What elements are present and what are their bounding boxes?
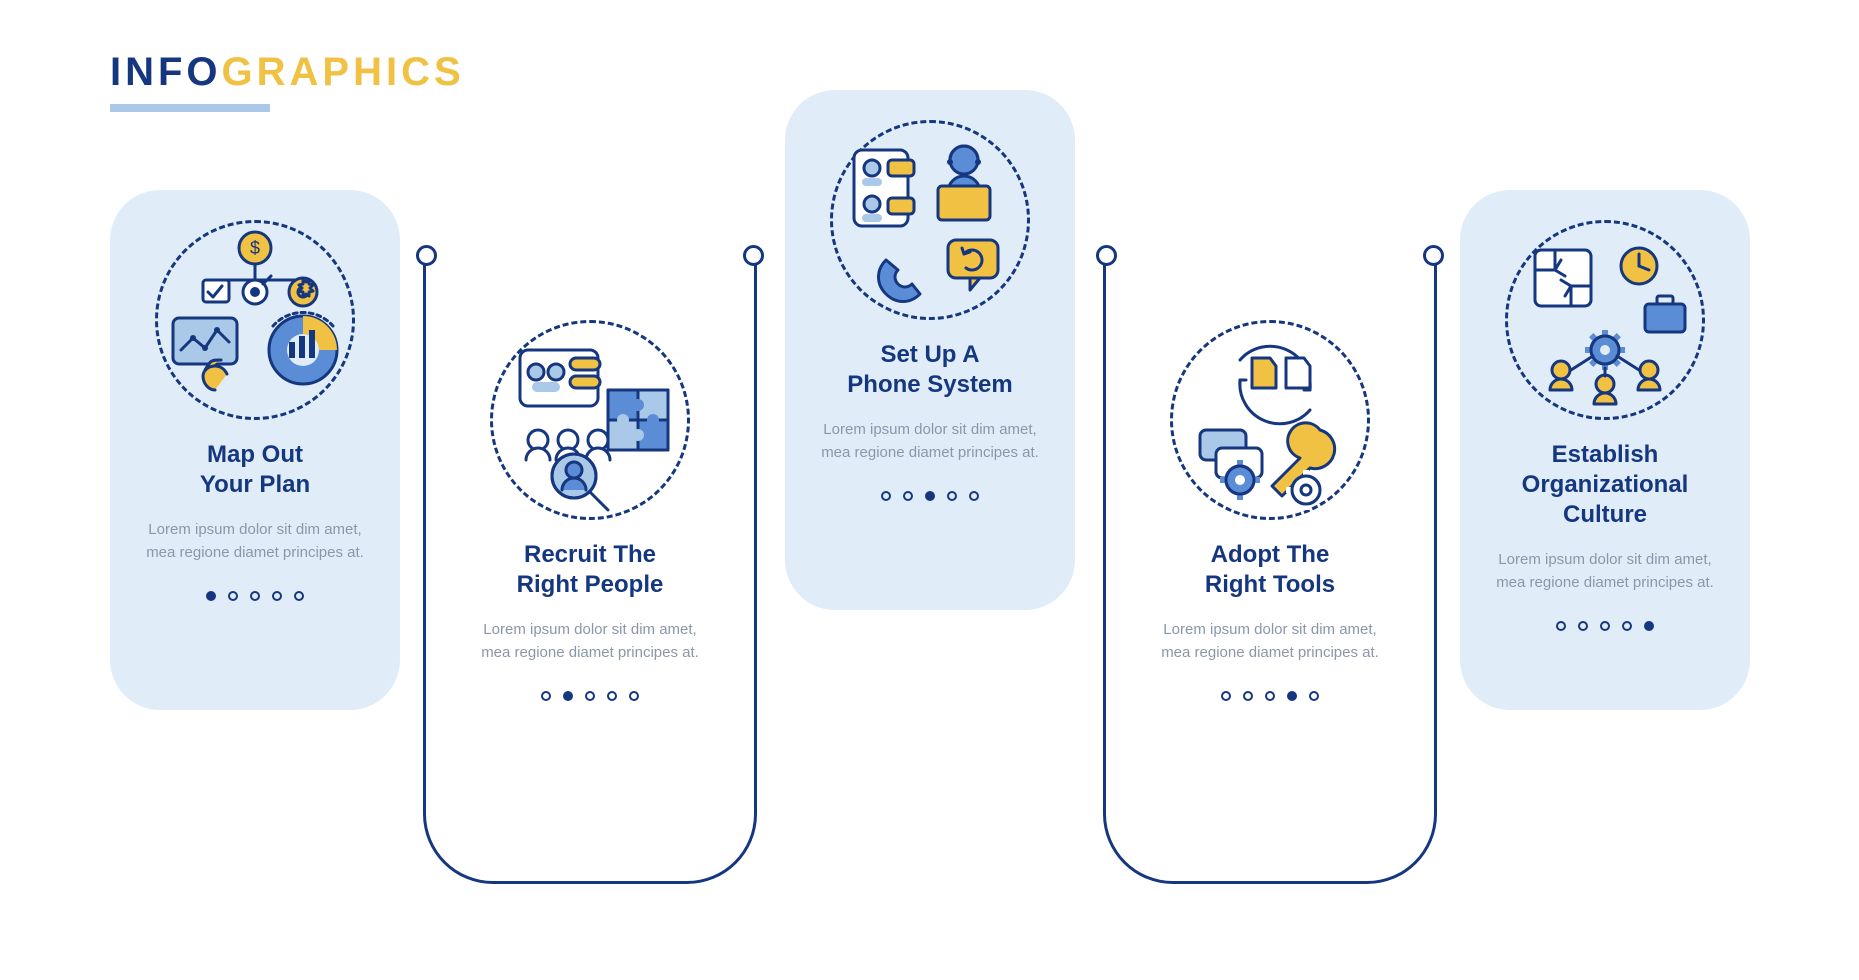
dot [228,591,238,601]
card-org-culture: EstablishOrganizationalCulture Lorem ips… [1460,190,1750,710]
card-title: Adopt TheRight Tools [1153,540,1387,600]
step-dots [813,491,1047,501]
card-panel: $ [110,190,400,710]
dot [206,591,216,601]
card-body: Lorem ipsum dolor sit dim amet, mea regi… [473,618,707,665]
card-panel: Set Up APhone System Lorem ipsum dolor s… [785,90,1075,610]
culture-icon-svg [1505,220,1705,420]
dot [1309,691,1319,701]
phone-system-icon [830,120,1030,320]
dot [541,691,551,701]
step-dots [1488,621,1722,631]
card-title: Recruit TheRight People [473,540,707,600]
dot [585,691,595,701]
card-phone-system: Set Up APhone System Lorem ipsum dolor s… [785,90,1075,610]
planning-icon-svg: $ [155,220,355,420]
dot [272,591,282,601]
step-dots [473,691,707,701]
planning-icon: $ [155,220,355,420]
dot [1243,691,1253,701]
culture-icon [1505,220,1705,420]
dot [1556,621,1566,631]
card-panel: EstablishOrganizationalCulture Lorem ips… [1460,190,1750,710]
card-body: Lorem ipsum dolor sit dim amet, mea regi… [813,418,1047,465]
svg-text:$: $ [250,238,260,258]
dot [969,491,979,501]
dot [607,691,617,701]
step-dots [1153,691,1387,701]
dot [881,491,891,501]
tools-icon [1170,320,1370,520]
dot [629,691,639,701]
card-body: Lorem ipsum dolor sit dim amet, mea regi… [1153,618,1387,665]
recruit-icon [490,320,690,520]
card-body: Lorem ipsum dolor sit dim amet, mea regi… [1488,548,1722,595]
dot [903,491,913,501]
dot [563,691,573,701]
card-map-out-plan: $ [110,190,400,710]
card-title: Set Up APhone System [813,340,1047,400]
dot [1600,621,1610,631]
phone-system-icon-svg [830,120,1030,320]
dot [1622,621,1632,631]
dot [294,591,304,601]
dot [1265,691,1275,701]
tools-icon-svg [1170,320,1370,520]
dot [1578,621,1588,631]
card-recruit-people: Recruit TheRight People Lorem ipsum dolo… [445,290,735,850]
recruit-icon-svg [490,320,690,520]
dot [250,591,260,601]
card-title: EstablishOrganizationalCulture [1488,440,1722,530]
card-adopt-tools: Adopt TheRight Tools Lorem ipsum dolor s… [1125,290,1415,850]
dot [1221,691,1231,701]
card-body: Lorem ipsum dolor sit dim amet, mea regi… [138,518,372,565]
dot [947,491,957,501]
card-panel: Adopt TheRight Tools Lorem ipsum dolor s… [1125,290,1415,850]
dot [1287,691,1297,701]
dot [925,491,935,501]
card-panel: Recruit TheRight People Lorem ipsum dolo… [445,290,735,850]
cards-container: $ [0,0,1859,980]
card-title: Map OutYour Plan [138,440,372,500]
step-dots [138,591,372,601]
dot [1644,621,1654,631]
